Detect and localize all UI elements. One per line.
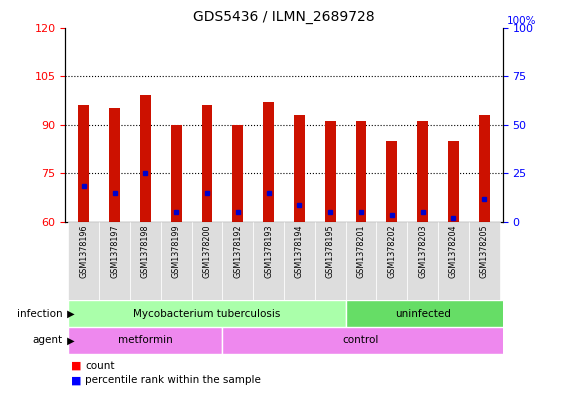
Text: GSM1378198: GSM1378198 <box>141 224 150 277</box>
Text: control: control <box>343 335 379 345</box>
FancyBboxPatch shape <box>315 222 345 300</box>
Text: GSM1378205: GSM1378205 <box>480 224 488 277</box>
Bar <box>202 105 212 222</box>
Text: metformin: metformin <box>118 335 173 345</box>
FancyBboxPatch shape <box>161 222 191 300</box>
Text: GSM1378197: GSM1378197 <box>110 224 119 277</box>
FancyBboxPatch shape <box>68 222 99 300</box>
FancyBboxPatch shape <box>345 222 377 300</box>
Bar <box>109 108 120 222</box>
FancyBboxPatch shape <box>253 222 284 300</box>
Text: ▶: ▶ <box>64 309 74 319</box>
FancyBboxPatch shape <box>99 222 130 300</box>
Bar <box>417 121 428 222</box>
FancyBboxPatch shape <box>284 222 315 300</box>
Bar <box>263 102 274 222</box>
Bar <box>171 125 182 222</box>
Text: GSM1378199: GSM1378199 <box>172 224 181 277</box>
FancyBboxPatch shape <box>469 222 500 300</box>
FancyBboxPatch shape <box>191 222 223 300</box>
Text: infection: infection <box>17 309 62 319</box>
Text: ■: ■ <box>71 375 81 385</box>
Text: ▶: ▶ <box>64 335 74 345</box>
Text: ■: ■ <box>71 361 81 371</box>
Text: GSM1378200: GSM1378200 <box>203 224 211 277</box>
Bar <box>356 121 366 222</box>
FancyBboxPatch shape <box>130 222 161 300</box>
Text: GSM1378192: GSM1378192 <box>233 224 243 277</box>
Bar <box>479 115 490 222</box>
FancyBboxPatch shape <box>223 327 515 354</box>
Bar <box>294 115 305 222</box>
Bar <box>232 125 243 222</box>
FancyBboxPatch shape <box>68 327 223 354</box>
Text: GSM1378202: GSM1378202 <box>387 224 396 277</box>
Bar <box>78 105 89 222</box>
Text: agent: agent <box>32 335 62 345</box>
Text: GSM1378193: GSM1378193 <box>264 224 273 277</box>
FancyBboxPatch shape <box>438 222 469 300</box>
FancyBboxPatch shape <box>407 222 438 300</box>
FancyBboxPatch shape <box>223 222 253 300</box>
Text: GSM1378196: GSM1378196 <box>80 224 88 277</box>
Text: GSM1378194: GSM1378194 <box>295 224 304 277</box>
Bar <box>325 121 336 222</box>
FancyBboxPatch shape <box>345 300 515 327</box>
Text: count: count <box>85 361 115 371</box>
Text: GSM1378203: GSM1378203 <box>418 224 427 277</box>
Text: Mycobacterium tuberculosis: Mycobacterium tuberculosis <box>133 309 281 319</box>
FancyBboxPatch shape <box>68 300 345 327</box>
Text: 100%: 100% <box>507 16 537 26</box>
Text: GSM1378195: GSM1378195 <box>325 224 335 277</box>
Bar <box>140 95 151 222</box>
Text: percentile rank within the sample: percentile rank within the sample <box>85 375 261 385</box>
Title: GDS5436 / ILMN_2689728: GDS5436 / ILMN_2689728 <box>193 10 375 24</box>
Text: uninfected: uninfected <box>395 309 450 319</box>
Bar <box>386 141 397 222</box>
FancyBboxPatch shape <box>377 222 407 300</box>
Text: GSM1378204: GSM1378204 <box>449 224 458 277</box>
Bar <box>448 141 459 222</box>
Text: GSM1378201: GSM1378201 <box>357 224 365 277</box>
